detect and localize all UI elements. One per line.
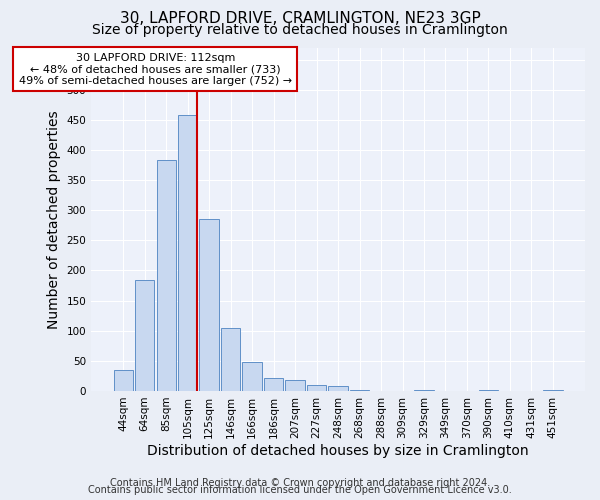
- Text: Contains HM Land Registry data © Crown copyright and database right 2024.: Contains HM Land Registry data © Crown c…: [110, 478, 490, 488]
- Text: Size of property relative to detached houses in Cramlington: Size of property relative to detached ho…: [92, 23, 508, 37]
- Bar: [199, 219, 219, 391]
- Bar: [135, 280, 154, 391]
- Bar: [328, 386, 348, 391]
- Bar: [221, 328, 241, 391]
- Bar: [286, 380, 305, 391]
- Bar: [543, 390, 563, 391]
- Bar: [307, 385, 326, 391]
- Bar: [178, 115, 197, 391]
- Bar: [113, 370, 133, 391]
- Bar: [242, 362, 262, 391]
- Text: Contains public sector information licensed under the Open Government Licence v3: Contains public sector information licen…: [88, 485, 512, 495]
- Bar: [350, 390, 369, 391]
- Text: 30, LAPFORD DRIVE, CRAMLINGTON, NE23 3GP: 30, LAPFORD DRIVE, CRAMLINGTON, NE23 3GP: [119, 11, 481, 26]
- Bar: [479, 390, 498, 391]
- Bar: [264, 378, 283, 391]
- Text: 30 LAPFORD DRIVE: 112sqm
← 48% of detached houses are smaller (733)
49% of semi-: 30 LAPFORD DRIVE: 112sqm ← 48% of detach…: [19, 52, 292, 86]
- Y-axis label: Number of detached properties: Number of detached properties: [47, 110, 61, 328]
- Bar: [157, 160, 176, 391]
- Bar: [415, 390, 434, 391]
- X-axis label: Distribution of detached houses by size in Cramlington: Distribution of detached houses by size …: [147, 444, 529, 458]
